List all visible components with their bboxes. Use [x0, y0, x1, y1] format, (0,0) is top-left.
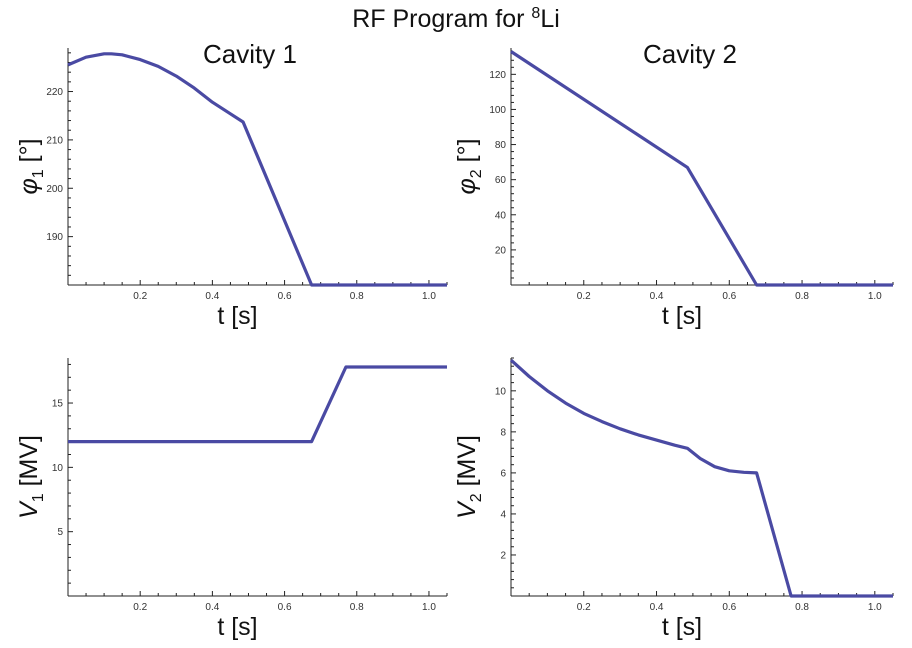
v2-x-tick-label: 0.8 — [795, 602, 809, 613]
phi1-x-tick-label: 0.6 — [278, 291, 292, 302]
v1-series-line — [68, 365, 447, 444]
phi2-series-line — [510, 50, 893, 287]
phi1-x-label: t [s] — [217, 302, 257, 330]
v1-y-label: V1 [MV] — [15, 435, 47, 519]
v2-x-tick-label: 0.6 — [722, 602, 736, 613]
v2-y-tick-label: 2 — [500, 550, 506, 561]
phi1-series-line — [67, 52, 447, 287]
phi1-column-title: Cavity 1 — [203, 39, 297, 69]
phi1-y-label: φ1 [°] — [15, 138, 47, 194]
v2-panel: 0.2 0.4 0.6 0.8 1.0 2 4 6 8 10 t [s] V2 [MV] — [453, 357, 894, 641]
phi1-x-tick-label: 0.2 — [133, 291, 147, 302]
phi2-y-label: φ2 [°] — [453, 138, 485, 194]
phi2-y-tick-label: 60 — [495, 175, 507, 186]
phi1-y-tick-label: 190 — [46, 232, 63, 243]
phi1-x-tick-label: 0.8 — [350, 291, 364, 302]
v2-y-tick-label: 4 — [500, 509, 506, 520]
phi1-panel: 0.2 0.4 0.6 0.8 1.0 190 200 210 220 Cavity 1 t [s]… — [15, 39, 448, 330]
phi2-y-tick-label: 120 — [489, 70, 506, 81]
v1-x-label: t [s] — [217, 613, 257, 641]
phi2-y-tick-label: 40 — [495, 210, 507, 221]
phi1-x-tick-label: 0.4 — [205, 291, 219, 302]
v1-x-tick-label: 0.6 — [278, 602, 292, 613]
phi2-x-tick-label: 0.4 — [650, 291, 664, 302]
phi2-x-tick-label: 0.2 — [577, 291, 591, 302]
phi2-x-tick-label: 1.0 — [868, 291, 882, 302]
phi2-column-title: Cavity 2 — [643, 39, 737, 69]
v1-y-tick-label: 5 — [57, 527, 63, 538]
phi2-panel: 0.2 0.4 0.6 0.8 1.0 20 40 60 80 100 120 Cavity 2 t [… — [453, 39, 894, 330]
v2-x-tick-label: 0.4 — [650, 602, 664, 613]
phi2-x-label: t [s] — [662, 302, 702, 330]
v2-series-line — [509, 358, 893, 598]
v1-x-tick-label: 0.2 — [133, 602, 147, 613]
v2-y-tick-label: 10 — [495, 386, 507, 397]
v1-x-tick-label: 1.0 — [422, 602, 436, 613]
v1-x-tick-label: 0.4 — [205, 602, 219, 613]
v2-y-label: V2 [MV] — [453, 435, 485, 519]
v2-x-label: t [s] — [662, 613, 702, 641]
v2-x-tick-label: 0.2 — [577, 602, 591, 613]
phi2-y-tick-label: 20 — [495, 245, 507, 256]
figure-title: RF Program for 8Li — [352, 5, 560, 33]
v1-panel: 0.2 0.4 0.6 0.8 1.0 5 10 15 t [s] V1 [MV] — [15, 358, 448, 641]
phi1-y-tick-label: 220 — [46, 87, 63, 98]
phi2-y-tick-label: 100 — [489, 105, 506, 116]
phi2-x-tick-label: 0.8 — [795, 291, 809, 302]
v2-y-tick-label: 8 — [500, 427, 506, 438]
v2-y-tick-label: 6 — [500, 468, 506, 479]
v1-y-tick-label: 10 — [52, 463, 64, 474]
v1-x-tick-label: 0.8 — [350, 602, 364, 613]
v1-y-tick-label: 15 — [52, 399, 64, 410]
v2-x-tick-label: 1.0 — [868, 602, 882, 613]
phi1-x-tick-label: 1.0 — [422, 291, 436, 302]
phi1-y-tick-label: 200 — [46, 184, 63, 195]
phi1-y-tick-label: 210 — [46, 135, 63, 146]
phi2-y-tick-label: 80 — [495, 140, 507, 151]
phi2-x-tick-label: 0.6 — [722, 291, 736, 302]
